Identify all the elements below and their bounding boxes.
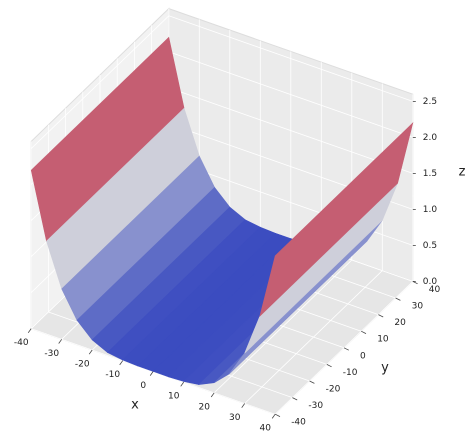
y-tick-label: -20: [326, 385, 341, 395]
x-tick-label: 30: [229, 413, 241, 423]
x-tick-label: 20: [198, 402, 210, 412]
grid-line: [30, 15, 170, 149]
y-tick-label: 30: [412, 302, 424, 312]
tick-mark: [119, 360, 124, 366]
tick-mark: [361, 330, 367, 334]
z-tick-label: 2.5: [423, 97, 437, 107]
tick-mark: [395, 297, 401, 301]
z-tick-label: 0.0: [423, 277, 438, 287]
tick-mark: [271, 413, 276, 419]
z-tick-label: 2.0: [423, 133, 438, 143]
grid-line: [168, 15, 413, 102]
tick-mark: [275, 413, 281, 417]
tick-mark: [343, 347, 349, 351]
y-tick-label: 20: [394, 318, 406, 328]
tick-mark: [309, 380, 315, 384]
x-tick-label: -10: [105, 370, 120, 380]
z-tick-label: 1.0: [423, 205, 438, 215]
tick-mark: [58, 339, 63, 344]
tick-mark: [210, 392, 215, 398]
surface-strip: [259, 122, 414, 317]
y-tick-label: -30: [308, 401, 323, 411]
y-tick-label: 0: [360, 351, 366, 361]
tick-mark: [149, 371, 154, 376]
x-tick-label: -20: [75, 360, 90, 370]
x-tick-label: 10: [168, 392, 180, 402]
x-axis-label: x: [131, 398, 139, 413]
tick-mark: [326, 364, 332, 368]
x-tick-label: 0: [140, 381, 146, 391]
tick-mark: [378, 314, 384, 318]
x-tick-label: -30: [44, 349, 59, 359]
tick-mark: [180, 381, 185, 387]
x-tick-label: 40: [259, 424, 271, 434]
y-tick-label: -40: [291, 418, 306, 428]
y-tick-label: 10: [377, 335, 389, 345]
grid-line: [168, 51, 413, 138]
y-axis-label: y: [381, 361, 389, 376]
y-tick-label: -10: [343, 368, 358, 378]
y-tick-label: 40: [429, 285, 441, 295]
tick-mark: [292, 397, 298, 401]
z-axis-label: z: [459, 165, 466, 180]
tick-mark: [241, 403, 246, 408]
x-tick-label: -40: [14, 338, 29, 348]
tick-mark: [88, 349, 93, 355]
z-tick-label: 0.5: [423, 241, 437, 251]
tick-mark: [27, 328, 32, 334]
z-tick-label: 1.5: [423, 169, 437, 179]
grid-line: [168, 87, 413, 174]
